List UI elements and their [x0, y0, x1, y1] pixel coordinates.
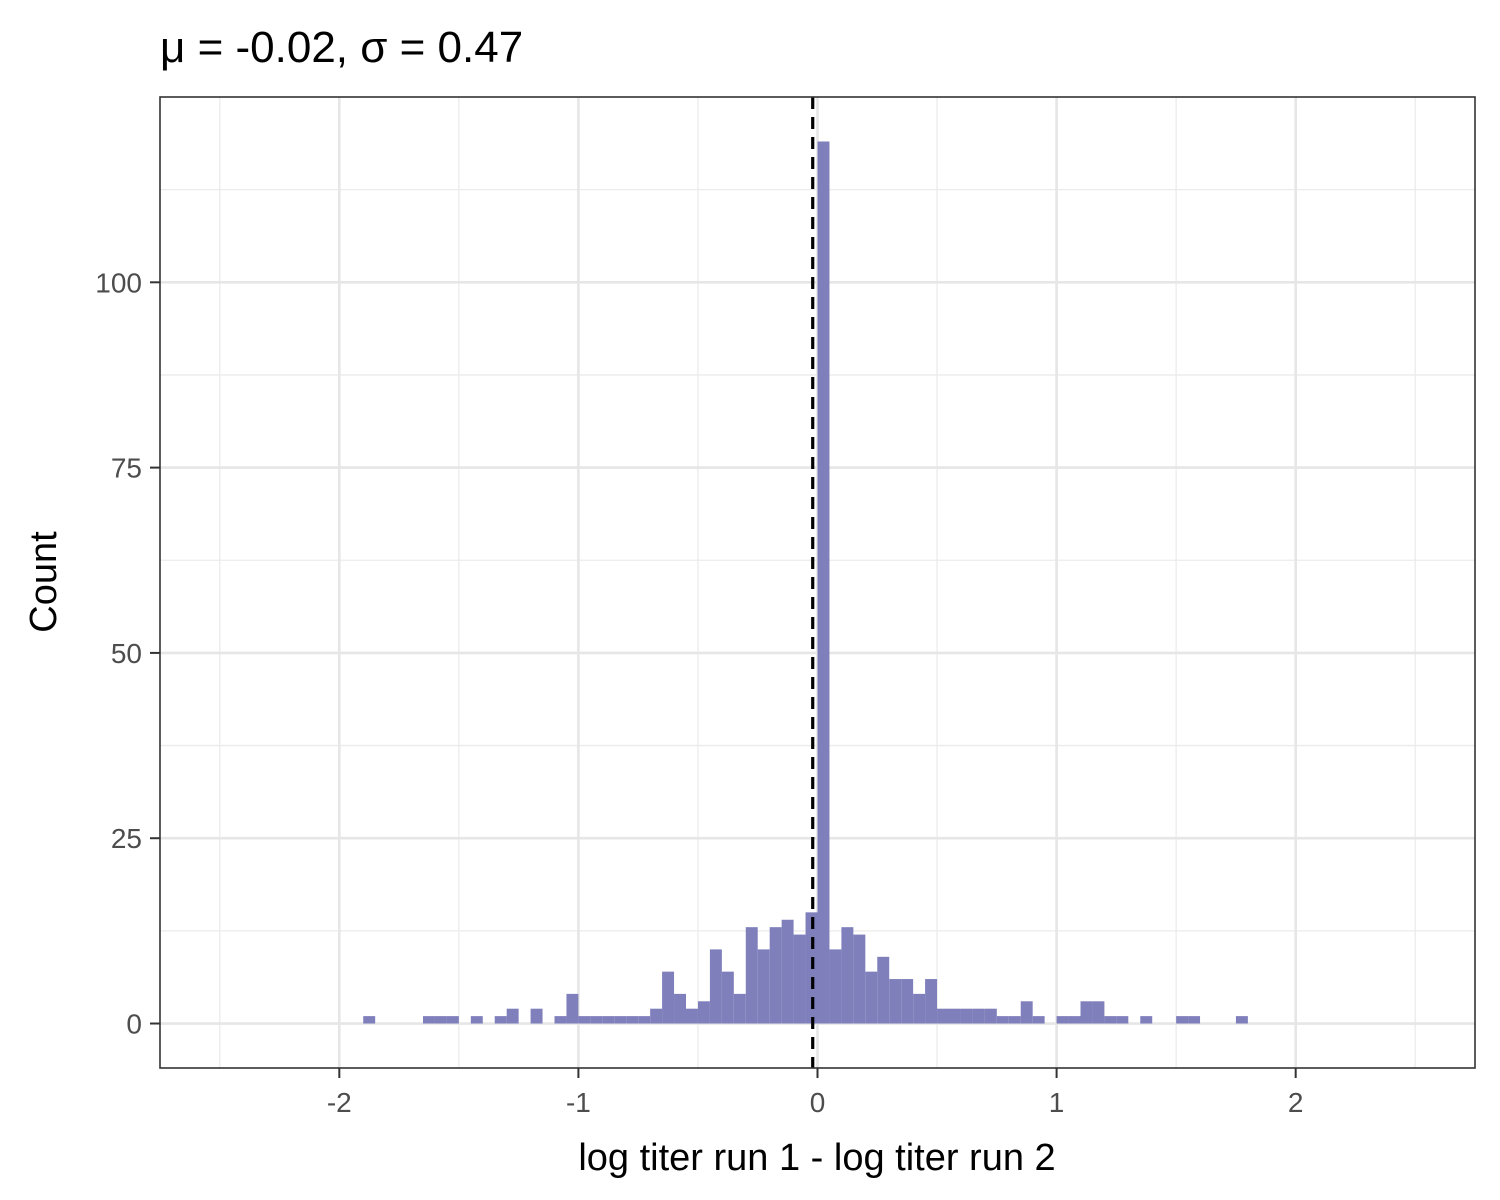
y-tick-label: 0	[126, 1009, 142, 1040]
histogram-bar	[650, 1008, 663, 1024]
histogram-bar	[434, 1016, 447, 1024]
histogram-bar	[721, 971, 734, 1024]
histogram-bar	[1235, 1016, 1248, 1024]
histogram-bar	[841, 927, 854, 1024]
histogram-bar	[1188, 1016, 1201, 1024]
histogram-bar	[1032, 1016, 1045, 1024]
y-tick-label: 50	[111, 638, 142, 669]
histogram-bar	[913, 993, 926, 1024]
histogram-bar	[960, 1008, 973, 1024]
histogram-bar	[363, 1016, 376, 1024]
histogram-bar	[937, 1008, 949, 1024]
histogram-bar	[817, 141, 830, 1024]
y-tick-label: 75	[111, 453, 142, 484]
histogram-bar	[865, 971, 878, 1024]
histogram-bar	[877, 956, 890, 1024]
x-tick-label: 0	[810, 1087, 826, 1118]
histogram-bar	[829, 949, 842, 1024]
histogram-bar	[423, 1016, 435, 1024]
y-tick-label: 100	[95, 267, 142, 298]
histogram-bar	[590, 1016, 603, 1024]
histogram-bar	[925, 979, 938, 1024]
x-tick-label: -1	[566, 1087, 591, 1118]
histogram-bar	[745, 927, 758, 1024]
histogram-bar	[972, 1008, 985, 1024]
histogram-bar	[793, 934, 806, 1024]
x-tick-label: 2	[1288, 1087, 1304, 1118]
histogram-bar	[602, 1016, 615, 1024]
histogram-bar	[1008, 1016, 1021, 1024]
x-tick-label: -2	[327, 1087, 352, 1118]
histogram-bar	[554, 1016, 567, 1024]
histogram-bar	[578, 1016, 591, 1024]
histogram-bar	[889, 979, 902, 1024]
histogram-bar	[1068, 1016, 1081, 1024]
histogram-bar	[1092, 1001, 1105, 1024]
x-axis: -2 -1 0 1 2	[327, 1068, 1304, 1118]
histogram-bar	[674, 993, 686, 1024]
histogram-bar	[1080, 1001, 1093, 1024]
histogram-bar	[626, 1016, 639, 1024]
histogram-bar	[733, 993, 746, 1024]
histogram-bar	[901, 979, 914, 1024]
x-axis-title: log titer run 1 - log titer run 2	[578, 1137, 1055, 1179]
histogram-bar	[853, 934, 866, 1024]
histogram-bar	[506, 1008, 519, 1024]
histogram-bar	[686, 1008, 698, 1024]
histogram-bar	[566, 993, 579, 1024]
histogram-bar	[470, 1016, 483, 1024]
y-axis-title: Count	[23, 531, 65, 633]
x-tick-label: 1	[1049, 1087, 1065, 1118]
histogram-bar	[697, 1001, 710, 1024]
y-axis: 0 25 50 75 100	[95, 267, 160, 1040]
histogram-bar	[1116, 1016, 1129, 1024]
histogram-bar	[996, 1016, 1009, 1024]
y-tick-label: 25	[111, 823, 142, 854]
histogram-bar	[1020, 1001, 1033, 1024]
histogram-bar	[614, 1016, 627, 1024]
histogram-bar	[949, 1008, 961, 1024]
histogram-bar	[781, 919, 794, 1024]
histogram-bar	[1056, 1016, 1069, 1024]
histogram-bar	[1176, 1016, 1189, 1024]
histogram-bar	[494, 1016, 507, 1024]
histogram-bar	[709, 949, 722, 1024]
chart-title: μ = -0.02, σ = 0.47	[160, 23, 523, 72]
histogram-bars	[363, 141, 1248, 1024]
histogram-bar	[1140, 1016, 1153, 1024]
histogram-bar	[769, 927, 782, 1024]
histogram-bar	[662, 971, 675, 1024]
histogram-bar	[530, 1008, 543, 1024]
histogram-bar	[984, 1008, 997, 1024]
histogram-bar	[446, 1016, 459, 1024]
histogram-bar	[757, 949, 770, 1024]
histogram-bar	[1104, 1016, 1117, 1024]
histogram-bar	[638, 1016, 651, 1024]
